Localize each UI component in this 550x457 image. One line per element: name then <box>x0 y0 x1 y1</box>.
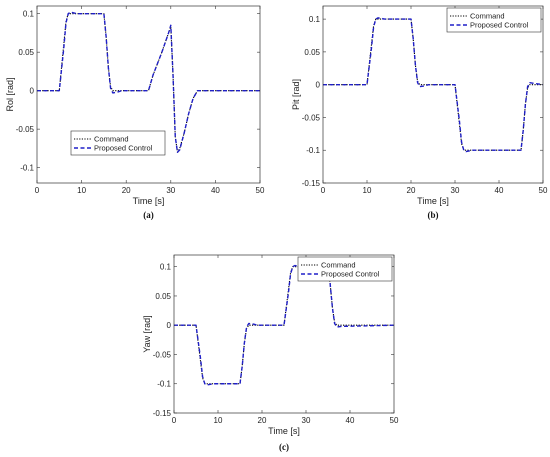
x-tick-label: 40 <box>346 416 355 425</box>
series-line-proposed-control <box>323 17 544 153</box>
y-tick-label: -0.05 <box>16 125 35 134</box>
y-tick-label: 0.1 <box>23 10 35 19</box>
x-tick-label: 0 <box>35 186 40 195</box>
legend-box <box>446 7 542 33</box>
x-axis-label: Time [s] <box>133 196 165 206</box>
x-tick-label: 30 <box>451 186 460 195</box>
plot-area <box>174 255 394 413</box>
y-tick-label: 0.05 <box>155 292 171 301</box>
axes-box <box>36 5 261 184</box>
panel-caption: (c) <box>279 442 289 452</box>
y-axis-label: Pit [rad] <box>291 79 301 110</box>
x-tick-label: 10 <box>214 416 223 425</box>
legend-entry: Proposed Control <box>321 270 380 279</box>
series-line-proposed-control <box>174 264 395 386</box>
y-tick-label: 0 <box>316 81 321 90</box>
y-tick-label: 0 <box>167 321 172 330</box>
y-tick-label: 0.05 <box>304 48 320 57</box>
y-tick-label: -0.05 <box>302 113 321 122</box>
plot-area <box>323 6 543 183</box>
panel-caption: (a) <box>143 210 154 220</box>
x-tick-label: 20 <box>258 416 267 425</box>
x-tick-label: 50 <box>390 416 399 425</box>
legend-entry: Proposed Control <box>94 144 153 153</box>
x-tick-label: 40 <box>495 186 504 195</box>
x-tick-label: 50 <box>256 186 265 195</box>
x-tick-label: 0 <box>172 416 177 425</box>
axes-box <box>322 5 544 184</box>
y-tick-label: 0.05 <box>18 48 34 57</box>
y-tick-label: -0.15 <box>302 179 321 188</box>
panel-caption: (b) <box>428 210 439 220</box>
y-tick-label: -0.05 <box>153 350 172 359</box>
x-tick-label: 10 <box>77 186 86 195</box>
legend-box <box>297 256 393 282</box>
chart-panel-2: 0 10 20 30 40 50 -0.15 -0.1 -0.05 0 0.05 0.1 Time [s… <box>291 5 548 220</box>
y-tick-label: -0.1 <box>20 164 34 173</box>
y-axis-label: Yaw [rad] <box>142 315 152 352</box>
x-tick-label: 40 <box>211 186 220 195</box>
axes-box <box>173 254 395 414</box>
y-tick-label: 0.1 <box>160 263 172 272</box>
y-tick-label: 0 <box>30 87 35 96</box>
legend-entry: Command <box>321 261 356 270</box>
y-tick-label: -0.1 <box>157 380 171 389</box>
x-tick-label: 50 <box>539 186 548 195</box>
legend-box <box>70 130 166 156</box>
y-tick-label: 0.1 <box>309 15 321 24</box>
legend-entry: Command <box>94 135 129 144</box>
chart-panel-1: 0 10 20 30 40 50 -0.1 -0.05 0 0.05 0.1 Time [s] Rol … <box>5 5 265 220</box>
x-tick-label: 0 <box>321 186 326 195</box>
x-tick-label: 30 <box>302 416 311 425</box>
plot-area <box>37 6 260 183</box>
y-axis-label: Rol [rad] <box>5 77 15 111</box>
x-axis-label: Time [s] <box>268 426 300 436</box>
y-tick-label: -0.15 <box>153 409 172 418</box>
series-line-proposed-control <box>37 11 260 153</box>
legend-entry: Command <box>470 12 505 21</box>
x-tick-label: 10 <box>363 186 372 195</box>
x-tick-label: 30 <box>166 186 175 195</box>
x-tick-label: 20 <box>407 186 416 195</box>
legend-entry: Proposed Control <box>470 21 529 30</box>
x-tick-label: 20 <box>122 186 131 195</box>
chart-panel-3: 0 10 20 30 40 50 -0.15 -0.1 -0.05 0 0.05 0.1 Time [s… <box>142 254 399 452</box>
y-tick-label: -0.1 <box>306 146 320 155</box>
x-axis-label: Time [s] <box>417 196 449 206</box>
